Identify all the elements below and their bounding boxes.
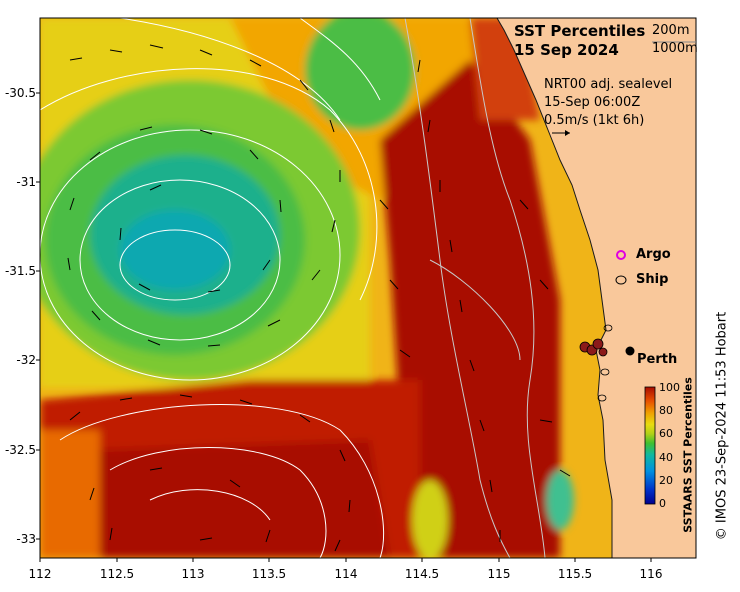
sst-field	[40, 18, 574, 558]
lat-tick-label: -31	[16, 175, 36, 189]
bathymetry-contours	[404, 18, 546, 558]
colorbar-tick: 20	[659, 474, 673, 487]
lon-tick-label: 112	[28, 567, 52, 581]
colorbar-tick: 0	[659, 497, 666, 510]
colorbar-title: SSTAARS SST Percentiles	[681, 377, 695, 533]
lat-tick-label: -33	[16, 532, 36, 546]
lon-tick-label: 113.5	[251, 567, 287, 581]
lon-tick-label: 115.5	[557, 567, 593, 581]
ship-label: Ship	[636, 272, 669, 287]
imos-credit: © IMOS 23-Sep-2024 11:53 Hobart	[714, 311, 730, 541]
colorbar-tick: 60	[659, 427, 673, 440]
argo-label: Argo	[636, 247, 671, 262]
current-source: NRT00 adj. sealevel	[544, 77, 673, 92]
contour-legend-1000m: 1000m	[652, 41, 698, 56]
argo-legend-marker	[616, 250, 626, 260]
plot-frame	[39, 17, 697, 559]
lon-tick-label: 112.5	[99, 567, 135, 581]
current-vectors	[67, 44, 571, 552]
lat-tick-label: -30.5	[4, 86, 36, 100]
axis-ticks	[36, 92, 652, 562]
perth-dot	[625, 346, 635, 356]
colorbar	[644, 386, 656, 505]
colorbar-tick: 80	[659, 404, 673, 417]
lat-tick-label: -31.5	[4, 264, 36, 278]
lon-tick-label: 113	[181, 567, 205, 581]
lon-tick-label: 114.5	[404, 567, 440, 581]
sea-level-contours	[40, 18, 385, 558]
colorbar-tick: 40	[659, 451, 673, 464]
map-title: SST Percentiles	[514, 22, 646, 40]
ship-track	[579, 324, 613, 402]
lon-tick-label: 114	[334, 567, 358, 581]
lon-tick-label: 116	[639, 567, 663, 581]
current-scale-arrow	[552, 130, 570, 136]
map-date: 15 Sep 2024	[514, 41, 619, 59]
current-time: 15-Sep 06:00Z	[544, 95, 641, 110]
colorbar-tick: 100	[659, 381, 680, 394]
lat-tick-label: -32	[16, 353, 36, 367]
lon-tick-label: 115	[487, 567, 511, 581]
lat-tick-label: -32.5	[4, 443, 36, 457]
current-scale-label: 0.5m/s (1kt 6h)	[544, 113, 645, 128]
contour-legend-200m: 200m	[652, 23, 690, 38]
ship-legend-marker	[615, 275, 627, 285]
city-label-perth: Perth	[637, 352, 678, 367]
